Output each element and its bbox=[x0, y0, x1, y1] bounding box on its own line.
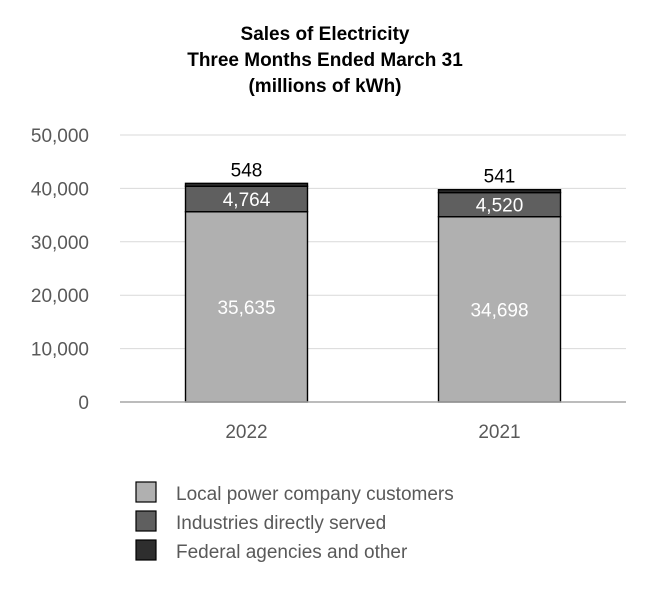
legend: Local power company customers Industries … bbox=[135, 481, 454, 563]
chart-title-line-2: Three Months Ended March 31 bbox=[187, 50, 463, 71]
bars: 35,635 4,764 548 34,698 4,520 541 bbox=[184, 160, 562, 403]
data-label: 35,635 bbox=[217, 298, 275, 319]
data-label: 4,764 bbox=[223, 190, 271, 211]
data-label: 548 bbox=[231, 160, 263, 181]
bar-segment bbox=[437, 188, 562, 194]
y-axis: 0 10,000 20,000 30,000 40,000 50,000 bbox=[31, 126, 89, 414]
bar-segment bbox=[184, 185, 309, 213]
data-label: 4,520 bbox=[476, 196, 524, 217]
chart-title-line-1: Sales of Electricity bbox=[241, 24, 410, 45]
chart-title: Sales of Electricity Three Months Ended … bbox=[187, 24, 463, 97]
x-tick-label: 2022 bbox=[225, 422, 267, 443]
x-tick-label: 2021 bbox=[478, 422, 520, 443]
legend-swatch bbox=[135, 539, 157, 561]
y-tick-label: 40,000 bbox=[31, 179, 89, 200]
legend-label: Federal agencies and other bbox=[176, 542, 408, 563]
y-tick-label: 50,000 bbox=[31, 126, 89, 147]
y-tick-label: 10,000 bbox=[31, 340, 89, 361]
bar-segment bbox=[184, 182, 309, 187]
bar-segment bbox=[184, 211, 309, 403]
legend-label: Local power company customers bbox=[176, 484, 454, 505]
y-tick-label: 30,000 bbox=[31, 233, 89, 254]
data-label: 541 bbox=[484, 167, 516, 188]
data-label: 34,698 bbox=[470, 300, 528, 321]
legend-label: Industries directly served bbox=[176, 513, 386, 534]
legend-swatch bbox=[135, 481, 157, 503]
y-tick-label: 0 bbox=[78, 393, 89, 414]
x-axis: 2022 2021 bbox=[225, 422, 520, 443]
legend-swatch bbox=[135, 510, 157, 532]
chart-title-line-3: (millions of kWh) bbox=[248, 76, 401, 97]
y-tick-label: 20,000 bbox=[31, 286, 89, 307]
